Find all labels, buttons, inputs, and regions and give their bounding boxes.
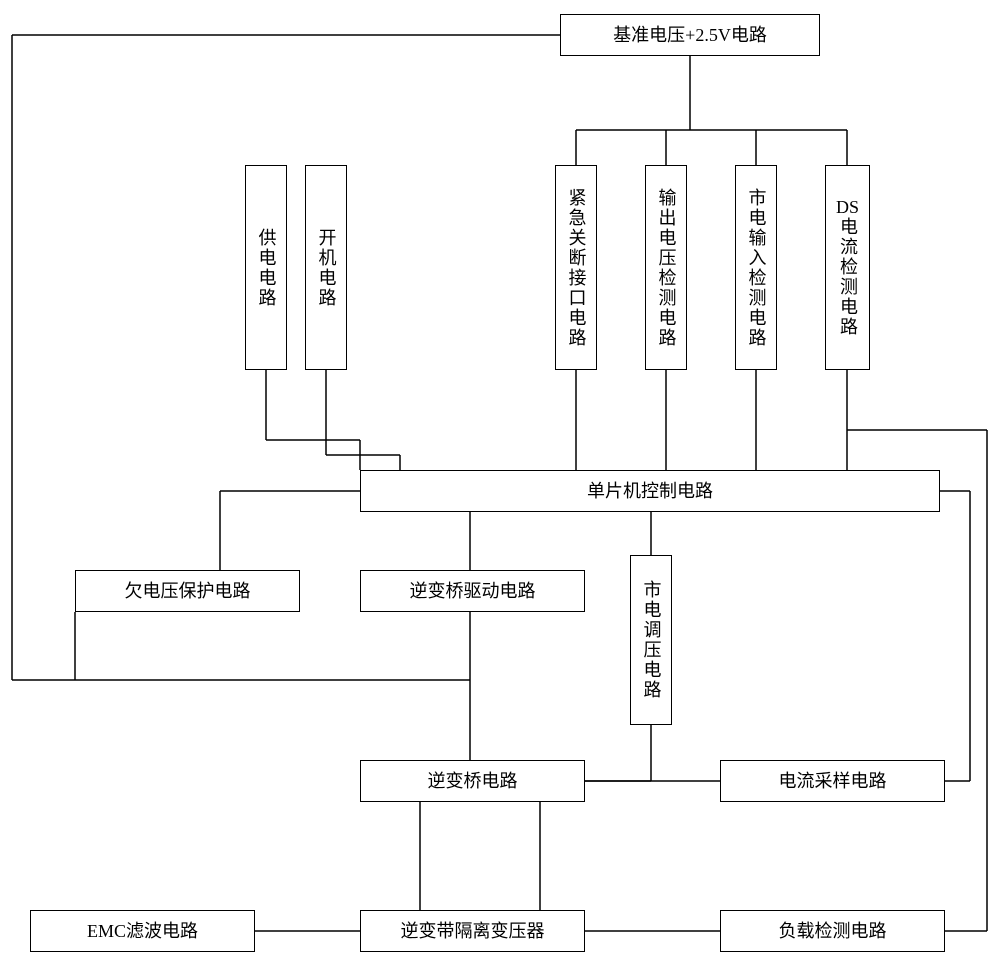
block-emergency: 紧急关断接口电路 bbox=[555, 165, 597, 370]
block-current_sample: 电流采样电路 bbox=[720, 760, 945, 802]
block-load_detect: 负载检测电路 bbox=[720, 910, 945, 952]
block-label: 市电调压电路 bbox=[642, 580, 661, 700]
block-power_supply: 供电电路 bbox=[245, 165, 287, 370]
block-mains_in_detect: 市电输入检测电路 bbox=[735, 165, 777, 370]
block-label: 开机电路 bbox=[317, 228, 336, 308]
block-emc: EMC滤波电路 bbox=[30, 910, 255, 952]
block-vref: 基准电压+2.5V电路 bbox=[560, 14, 820, 56]
block-inv_bridge: 逆变桥电路 bbox=[360, 760, 585, 802]
block-label: 电流检测电路 bbox=[838, 217, 857, 337]
block-label: 供电电路 bbox=[257, 228, 276, 308]
block-undervolt: 欠电压保护电路 bbox=[75, 570, 300, 612]
block-power_on: 开机电路 bbox=[305, 165, 347, 370]
block-ds_current: DS电流检测电路 bbox=[825, 165, 870, 370]
block-mcu: 单片机控制电路 bbox=[360, 470, 940, 512]
block-label: 市电输入检测电路 bbox=[747, 188, 766, 348]
block-inv_drive: 逆变桥驱动电路 bbox=[360, 570, 585, 612]
block-vout_detect: 输出电压检测电路 bbox=[645, 165, 687, 370]
block-inv_xfmr: 逆变带隔离变压器 bbox=[360, 910, 585, 952]
block-label: 输出电压检测电路 bbox=[657, 188, 676, 348]
block-label-prefix: DS bbox=[836, 198, 859, 217]
block-mains_reg: 市电调压电路 bbox=[630, 555, 672, 725]
block-label: 紧急关断接口电路 bbox=[567, 188, 586, 348]
